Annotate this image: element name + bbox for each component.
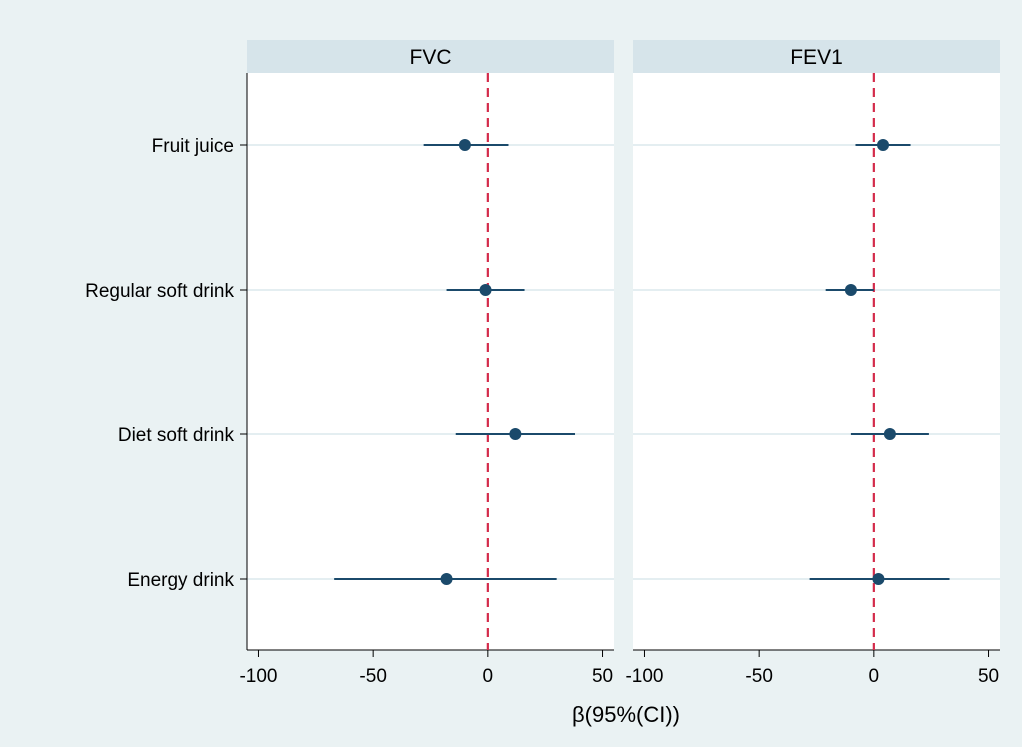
panel-title: FVC — [410, 46, 452, 69]
plot-area — [633, 73, 1000, 650]
panels-layer: FVC -100 -50 0 50 FEV1 -100 -50 0 50 — [239, 40, 1000, 687]
estimate-point — [479, 284, 492, 296]
category-labels: Fruit juice Regular soft drink Diet soft d… — [85, 136, 247, 591]
x-tick-label: 50 — [978, 666, 999, 687]
panel-title: FEV1 — [790, 46, 843, 69]
category-label: Diet soft drink — [118, 425, 235, 446]
x-tick-label: -50 — [745, 666, 772, 687]
x-tick-label: -100 — [625, 666, 663, 687]
estimate-point — [872, 573, 885, 585]
panel-fvc: FVC -100 -50 0 50 — [239, 40, 614, 687]
panel-header — [633, 40, 1000, 73]
panel-fev1: FEV1 -100 -50 0 50 — [625, 40, 1000, 687]
x-tick-label: 0 — [869, 666, 880, 687]
x-tick-label: -50 — [359, 666, 386, 687]
x-tick-label: 0 — [483, 666, 494, 687]
panel-header — [247, 40, 614, 73]
estimate-point — [509, 428, 522, 440]
estimate-point — [883, 428, 896, 440]
estimate-point — [440, 573, 453, 585]
estimate-point — [458, 139, 471, 151]
x-tick-label: 50 — [592, 666, 613, 687]
category-label: Fruit juice — [152, 136, 234, 157]
estimate-point — [877, 139, 890, 151]
x-axis-title: β(95%(CI)) — [572, 702, 680, 727]
plot-area — [247, 73, 614, 650]
category-label: Regular soft drink — [85, 281, 234, 302]
x-tick-label: -100 — [239, 666, 277, 687]
category-label: Energy drink — [127, 570, 234, 591]
estimate-point — [844, 284, 857, 296]
